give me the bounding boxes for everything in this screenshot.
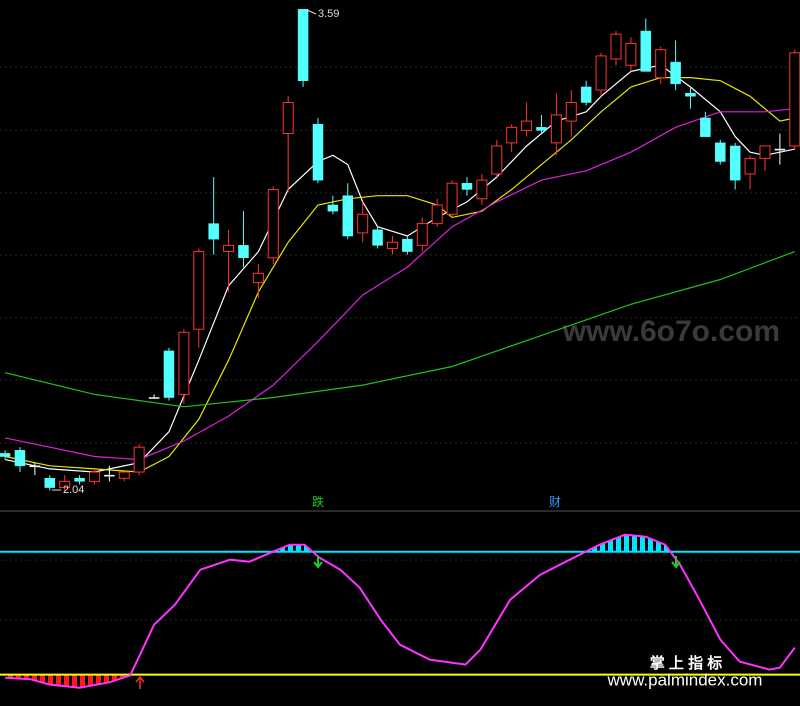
candle-body [461, 182, 473, 190]
candle-body [729, 145, 741, 181]
candle-body [357, 213, 369, 234]
candle-body [133, 446, 145, 473]
candle-body [148, 397, 160, 399]
candle-body [565, 101, 577, 122]
candle-body [238, 245, 249, 259]
candle-body [655, 49, 667, 79]
candle-body [74, 478, 85, 482]
candle-body [163, 350, 175, 398]
candle-body [416, 223, 428, 246]
candle-body [446, 182, 458, 215]
candle-body [700, 117, 711, 137]
brand-watermark: 掌 上 指 标 [650, 654, 723, 672]
signal-label: 财 [549, 495, 561, 509]
candle-body [297, 9, 309, 81]
candle-body [59, 480, 71, 489]
indicator-panel [0, 533, 800, 689]
candle-body [491, 145, 503, 175]
candle-body [118, 471, 130, 479]
candle-body [580, 86, 592, 103]
candle-body [88, 471, 100, 482]
candle-body [506, 126, 518, 144]
candle-body [685, 92, 696, 97]
candle-body [476, 179, 488, 200]
candle-body [282, 101, 294, 135]
signal-label: 跌 [312, 494, 324, 509]
candle-body [267, 188, 279, 259]
price-panel [0, 9, 800, 491]
candle-body [29, 465, 41, 468]
candle-body [193, 251, 205, 330]
sell-arrow [313, 556, 323, 569]
grid [0, 66, 800, 621]
candle-body [104, 474, 115, 477]
url-watermark: www.palmindex.com [607, 670, 763, 689]
low-label: 2.04 [63, 484, 84, 496]
candle-body [774, 148, 786, 151]
high-label: 3.59 [318, 8, 339, 20]
histogram-area [5, 674, 131, 688]
candle-body [640, 30, 652, 72]
candle-body [178, 331, 190, 395]
candle-body [44, 478, 56, 488]
candle-body [759, 145, 771, 159]
sell-arrow [671, 556, 681, 569]
candle-body [0, 453, 11, 457]
buy-arrow [135, 675, 145, 689]
candle-body [252, 272, 264, 284]
candle-body [715, 142, 726, 162]
candle-body [14, 450, 26, 467]
candle-body [744, 157, 756, 175]
candle-body [402, 238, 413, 252]
line [5, 533, 796, 689]
candle-body [670, 61, 681, 85]
candle-body [223, 244, 235, 253]
candle-body [789, 52, 800, 147]
watermark: www.6o7o.com [562, 315, 780, 348]
candle-body [625, 42, 637, 66]
candle-body [208, 223, 219, 240]
candle-body [610, 33, 622, 60]
candle-body [536, 127, 547, 131]
candle-body [312, 123, 324, 181]
high-pointer [306, 9, 317, 15]
line [4, 251, 796, 408]
candle-body [521, 120, 533, 131]
candle-body [386, 241, 398, 249]
candle-body [342, 195, 354, 237]
candle-body [431, 204, 443, 225]
candle-body [595, 55, 607, 91]
histogram-area [5, 534, 795, 552]
candle-body [372, 229, 383, 246]
candle-body [327, 204, 339, 212]
candle-body [550, 114, 562, 144]
